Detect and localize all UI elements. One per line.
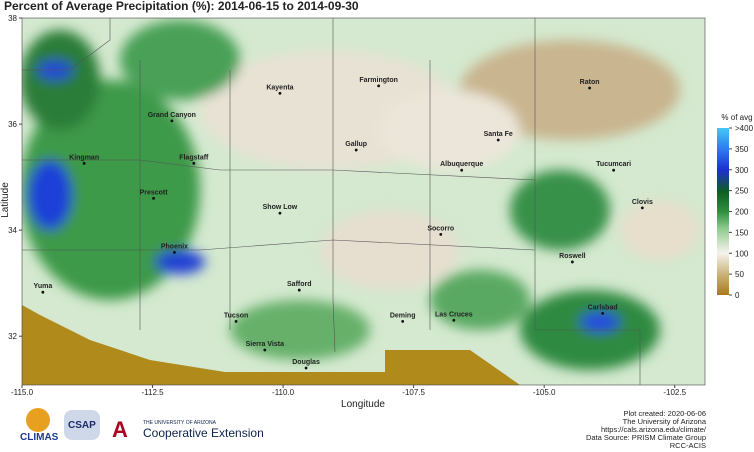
footer-line: https://cals.arizona.edu/climate/ (601, 425, 707, 434)
city-point (601, 312, 605, 315)
footer-line: The University of Arizona (623, 417, 707, 426)
colorbar (717, 128, 729, 295)
csap-logo: CSAP (68, 420, 96, 431)
city-point (401, 319, 405, 323)
x-tick-label: -110.0 (272, 388, 295, 397)
city-label: Albuquerque (440, 161, 483, 168)
colorbar-tick-label: 0 (735, 291, 740, 300)
city-label: Carlsbad (588, 304, 618, 311)
city-label: Deming (390, 312, 416, 319)
footer-line: Data Source: PRISM Climate Group (586, 433, 706, 442)
city-point (278, 91, 282, 95)
city-label: Grand Canyon (148, 112, 196, 119)
ua-logo-mark: A (112, 417, 128, 442)
city-point (439, 232, 443, 236)
city-label: Roswell (559, 253, 586, 260)
climas-icon (26, 408, 50, 432)
city-label: Kingman (69, 154, 99, 161)
title: Percent of Average Precipitation (%): 20… (4, 0, 359, 13)
city-point (234, 319, 238, 323)
city-point (452, 318, 456, 322)
city-label: Tucumcari (596, 161, 631, 168)
city-label: Yuma (34, 283, 53, 290)
y-tick-label: 36 (8, 120, 17, 129)
city-label: Sierra Vista (246, 341, 285, 348)
city-label: Show Low (263, 204, 298, 211)
ua-name: THE UNIVERSITY OF ARIZONA (143, 420, 217, 426)
city-point (612, 168, 616, 172)
city-label: Raton (580, 79, 600, 86)
city-point (278, 211, 282, 215)
plot-frame (21, 17, 706, 386)
city-label: Douglas (292, 359, 320, 366)
colorbar-tick-label: 200 (735, 208, 749, 217)
city-label: Prescott (140, 189, 169, 196)
city-label: Safford (287, 281, 312, 288)
city-label: Phoenix (161, 243, 188, 250)
city-label: Tucson (224, 312, 248, 319)
footer-line: Plot created: 2020-06-06 (623, 409, 706, 418)
climas-logo: CLIMAS (20, 432, 59, 443)
colorbar-tick-label: 300 (735, 166, 749, 175)
colorbar-title: % of avg (721, 113, 752, 122)
city-label: Gallup (345, 141, 367, 148)
logos: CLIMAS CSAP A THE UNIVERSITY OF ARIZONA … (20, 408, 264, 443)
colorbar-tick-label: 350 (735, 145, 749, 154)
colorbar-tick-label: 100 (735, 249, 749, 258)
ua-extension: Cooperative Extension (143, 426, 264, 440)
city-point (354, 148, 358, 152)
city-point (263, 348, 267, 352)
colorbar-tick-label: 50 (735, 270, 744, 279)
city-point (82, 161, 86, 165)
y-tick-label: 38 (8, 14, 17, 23)
city-point (170, 119, 174, 123)
city-point (460, 168, 464, 172)
city-point (570, 260, 574, 264)
footer-line: RCC-ACIS (670, 441, 706, 450)
y-tick-label: 32 (8, 332, 17, 341)
city-label: Santa Fe (484, 131, 513, 138)
city-point (304, 366, 308, 370)
precip-raster (22, 18, 705, 385)
city-label: Socorro (427, 225, 454, 232)
city-point (496, 138, 500, 142)
city-point (152, 196, 155, 200)
city-point (41, 290, 45, 294)
x-tick-label: -102.5 (663, 388, 686, 397)
x-tick-label: -105.0 (533, 388, 556, 397)
csap-icon (64, 410, 100, 440)
city-point (173, 251, 176, 254)
city-point (192, 161, 196, 165)
colorbar-tick-label: 250 (735, 187, 749, 196)
city-label: Flagstaff (179, 154, 209, 161)
city-label: Kayenta (266, 84, 293, 91)
city-label: Clovis (632, 199, 653, 206)
x-tick-label: -112.5 (141, 388, 164, 397)
city-point (640, 206, 644, 210)
x-axis-label: Longitude (341, 399, 385, 410)
city-label: Farmington (359, 77, 398, 84)
colorbar-tick-label: >400 (735, 124, 754, 133)
city-point (377, 84, 381, 88)
y-tick-label: 34 (8, 226, 17, 235)
colorbar-tick-label: 150 (735, 228, 749, 237)
city-label: Las Cruces (435, 311, 473, 318)
city-point (588, 86, 592, 90)
x-tick-label: -107.5 (402, 388, 425, 397)
y-axis-label: Latitude (0, 182, 11, 218)
x-tick-label: -115.0 (11, 388, 34, 397)
city-point (297, 288, 301, 292)
